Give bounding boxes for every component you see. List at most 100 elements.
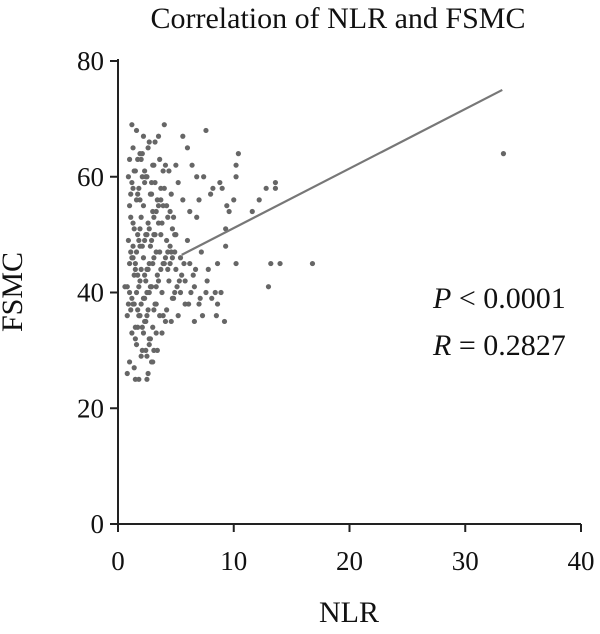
data-point — [138, 214, 144, 220]
y-tick-label: 40 — [77, 278, 104, 308]
x-tick-label: 40 — [568, 546, 595, 576]
data-point — [137, 278, 143, 284]
data-point — [137, 313, 143, 319]
data-point — [272, 179, 279, 186]
data-point — [167, 260, 173, 267]
data-point — [175, 313, 181, 319]
data-point — [133, 341, 140, 348]
data-point — [160, 168, 166, 174]
data-point — [162, 255, 169, 261]
data-point — [126, 156, 133, 162]
x-tick-label: 20 — [336, 546, 363, 576]
data-point — [153, 330, 159, 336]
data-point — [125, 237, 132, 244]
data-point — [249, 208, 255, 215]
x-tick-label: 30 — [452, 546, 479, 576]
data-point — [184, 237, 191, 244]
data-point — [137, 243, 143, 249]
x-tick-label: 0 — [111, 546, 125, 576]
data-point — [213, 313, 219, 319]
data-point — [146, 226, 152, 232]
data-point — [198, 249, 204, 255]
data-point — [214, 301, 221, 307]
data-point — [235, 151, 241, 157]
data-point — [256, 197, 262, 203]
data-point — [131, 365, 137, 371]
data-point — [224, 203, 230, 209]
data-point — [126, 359, 133, 365]
data-point — [165, 249, 171, 255]
data-point — [129, 179, 135, 186]
data-point — [162, 318, 169, 325]
data-point — [130, 243, 136, 249]
data-point — [133, 249, 140, 255]
data-point — [139, 324, 145, 330]
data-point — [139, 174, 145, 180]
y-tick-label: 20 — [77, 393, 104, 423]
data-point — [135, 156, 141, 162]
p-value-text: < 0.0001 — [451, 282, 565, 315]
data-point — [152, 139, 158, 145]
data-point — [151, 347, 157, 353]
data-point — [147, 243, 154, 249]
data-point — [124, 313, 130, 319]
p-symbol: P — [432, 282, 451, 315]
data-point — [158, 266, 164, 272]
data-point — [148, 179, 155, 186]
data-point — [148, 284, 155, 290]
data-point — [190, 272, 196, 278]
data-point — [203, 127, 209, 134]
y-tick-label: 60 — [77, 162, 104, 192]
data-point — [158, 185, 164, 191]
data-point — [165, 214, 171, 220]
data-point — [144, 174, 150, 180]
data-point — [128, 249, 134, 255]
data-point — [139, 347, 145, 353]
data-point — [170, 214, 177, 220]
data-point — [135, 272, 141, 278]
data-point — [160, 203, 166, 209]
data-point — [143, 278, 149, 284]
data-point — [165, 266, 171, 272]
data-point — [181, 260, 187, 267]
data-point — [132, 168, 138, 174]
data-point — [138, 353, 144, 359]
data-point — [129, 295, 135, 301]
data-point — [182, 278, 188, 284]
data-point — [268, 260, 274, 267]
y-tick-label: 80 — [77, 46, 104, 76]
data-point — [167, 208, 173, 215]
data-point — [126, 289, 133, 296]
y-tick-label: 0 — [91, 509, 105, 539]
data-point — [175, 179, 181, 186]
data-point — [160, 260, 166, 267]
data-point — [133, 289, 140, 296]
data-point — [188, 289, 194, 296]
data-point — [144, 266, 150, 272]
data-point — [196, 197, 202, 203]
data-point — [135, 232, 141, 238]
data-point — [148, 359, 155, 365]
data-point — [144, 313, 150, 319]
data-point — [164, 307, 170, 313]
data-point — [203, 289, 209, 296]
r-value-annotation: R = 0.2827 — [432, 329, 566, 362]
data-point — [150, 324, 156, 330]
data-point — [136, 185, 142, 191]
x-tick-label: 10 — [220, 546, 247, 576]
x-ticks: 0 10 20 30 40 — [111, 524, 595, 576]
data-point — [214, 260, 221, 267]
data-point — [194, 214, 200, 220]
data-point — [128, 191, 134, 197]
data-point — [263, 185, 269, 191]
data-point — [187, 208, 193, 215]
data-point — [265, 284, 272, 290]
data-point — [142, 318, 148, 325]
data-point — [154, 272, 160, 278]
data-point — [146, 260, 152, 267]
data-point — [130, 185, 136, 191]
data-point — [177, 255, 184, 261]
data-point — [158, 232, 164, 238]
data-point — [164, 237, 170, 244]
